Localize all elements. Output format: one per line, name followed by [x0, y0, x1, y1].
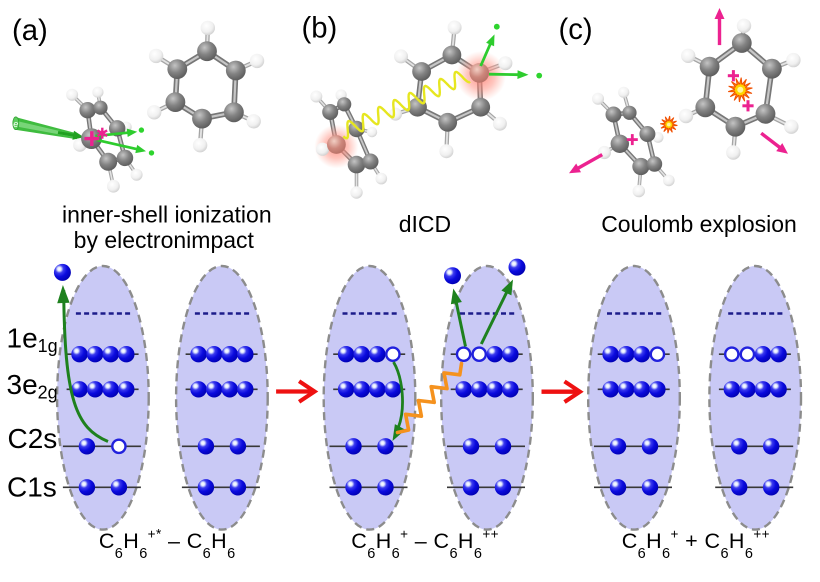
- svg-text:Coulomb explosion: Coulomb explosion: [601, 211, 797, 237]
- svg-text:C1s: C1s: [7, 471, 57, 502]
- svg-text:(c): (c): [559, 13, 593, 46]
- svg-text:C6H6+ – C6H6++: C6H6+ – C6H6++: [351, 527, 499, 563]
- svg-text:(b): (b): [302, 12, 338, 45]
- svg-text:e: e: [13, 119, 18, 129]
- svg-text:C2s: C2s: [8, 423, 58, 454]
- svg-text:3e2g: 3e2g: [7, 369, 58, 403]
- svg-text:by electronimpact: by electronimpact: [74, 227, 255, 253]
- svg-text:C6H6+ + C6H6++: C6H6+ + C6H6++: [622, 527, 770, 563]
- svg-text:inner-shell ionization: inner-shell ionization: [62, 201, 272, 227]
- svg-text:dICD: dICD: [399, 211, 451, 237]
- svg-text:1e1g: 1e1g: [7, 323, 58, 357]
- svg-text:(a): (a): [12, 14, 48, 47]
- svg-text:C6H6+* – C6H6: C6H6+* – C6H6: [99, 527, 236, 563]
